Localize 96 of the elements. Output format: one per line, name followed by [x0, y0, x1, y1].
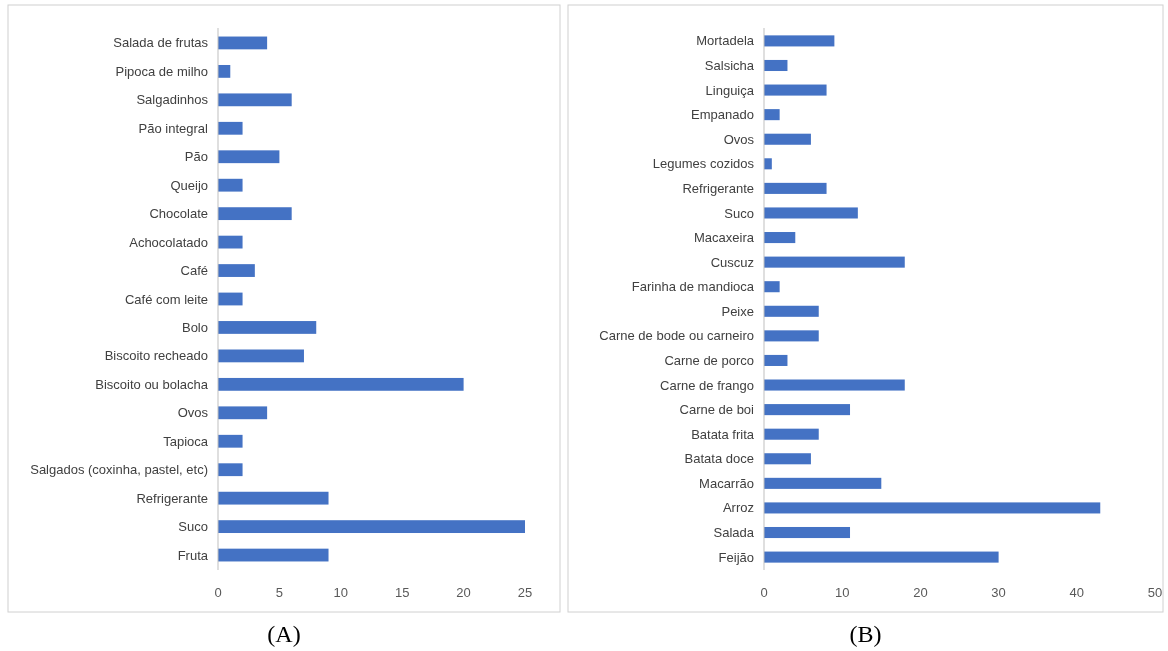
bar [218, 520, 525, 534]
y-tick-label: Bolo [181, 320, 208, 335]
bar [764, 109, 780, 121]
y-tick-label: Macaxeira [694, 230, 755, 246]
x-tick-label: 15 [394, 585, 410, 600]
bar [764, 330, 819, 342]
y-tick-label: Feijão [718, 549, 754, 565]
bar [764, 354, 788, 366]
x-tick-label: 0 [760, 585, 768, 600]
y-tick-label: Salsicha [704, 58, 755, 74]
x-tick-label: 10 [333, 585, 349, 600]
y-tick-label: Café com leite [124, 291, 208, 307]
bar [218, 377, 464, 391]
y-tick-label: Mortadela [696, 33, 755, 49]
bar [218, 150, 280, 164]
y-tick-label: Salgados (coxinha, pastel, etc) [30, 462, 208, 478]
y-tick-label: Salada de frutas [113, 35, 209, 51]
y-tick-label: Biscoito ou bolacha [95, 376, 209, 392]
bar [764, 158, 772, 170]
bar [218, 235, 243, 249]
bar [218, 463, 243, 477]
y-tick-label: Carne de boi [679, 402, 755, 418]
bar [764, 379, 905, 391]
bar [764, 59, 788, 72]
y-tick-label: Ovos [723, 131, 755, 147]
y-tick-label: Pipoca de milho [115, 63, 208, 79]
y-tick-label: Farinha de mandioca [631, 279, 755, 295]
y-tick-label: Salada [713, 525, 755, 541]
bar [764, 477, 882, 489]
bar [764, 84, 827, 96]
y-tick-label: Tapioca [163, 433, 209, 449]
y-tick-label: Ovos [177, 405, 209, 421]
y-tick-label: Pão [184, 149, 208, 165]
y-tick-label: Peixe [721, 303, 754, 319]
y-tick-label: Salgadinhos [136, 92, 209, 108]
y-tick-label: Refrigerante [682, 180, 754, 196]
bar [218, 321, 317, 334]
x-tick-label: 50 [1147, 585, 1163, 600]
bar [764, 404, 851, 416]
y-tick-label: Chocolate [149, 206, 208, 222]
bar [218, 548, 329, 562]
bar [764, 281, 780, 293]
y-tick-label: Fruta [177, 547, 209, 563]
x-tick-label: 0 [214, 585, 222, 600]
y-tick-label: Carne de porco [664, 353, 754, 368]
bar [764, 502, 1101, 514]
bar [218, 434, 243, 448]
y-tick-label: Suco [178, 519, 208, 535]
y-tick-label: Pão integral [138, 120, 209, 136]
bar [218, 178, 243, 192]
y-tick-label: Refrigerante [136, 490, 208, 506]
bar [764, 551, 999, 563]
bar [218, 292, 243, 306]
bar [764, 305, 819, 317]
bar [764, 526, 851, 539]
y-tick-label: Empanado [691, 107, 754, 123]
bar [218, 491, 329, 505]
y-tick-label: Café [180, 263, 208, 279]
bar [218, 93, 292, 107]
bar [218, 64, 231, 78]
y-tick-label: Arroz [722, 500, 754, 516]
y-tick-label: Achocolatado [129, 234, 208, 250]
y-tick-label: Carne de bode ou carneiro [599, 328, 754, 344]
text: (B) [849, 621, 882, 647]
y-tick-label: Carne de frango [660, 377, 754, 393]
bar [218, 349, 304, 363]
y-tick-label: Linguiça [705, 82, 755, 98]
y-tick-label: Batata doce [684, 451, 754, 467]
x-tick-label: 40 [1069, 585, 1085, 600]
bar [764, 133, 811, 145]
y-tick-label: Cuscuz [710, 254, 754, 270]
bar [764, 428, 819, 440]
x-tick-label: 5 [275, 585, 284, 600]
bar [764, 182, 827, 194]
bar [218, 406, 268, 420]
bar [218, 121, 243, 135]
y-tick-label: Biscoito recheado [104, 348, 208, 364]
bar [764, 256, 905, 268]
bar [764, 207, 858, 219]
text: (A) [267, 621, 301, 647]
bar [218, 36, 268, 50]
y-tick-label: Queijo [170, 177, 208, 193]
bar [764, 232, 796, 244]
x-tick-label: 10 [834, 585, 850, 600]
y-tick-label: Suco [724, 205, 754, 221]
y-tick-label: Legumes cozidos [652, 156, 755, 172]
x-tick-label: 20 [456, 585, 471, 600]
bar [218, 264, 255, 277]
x-tick-label: 20 [913, 585, 928, 600]
y-tick-label: Batata frita [691, 426, 755, 442]
bar [764, 35, 835, 47]
x-tick-label: 30 [991, 585, 1006, 600]
y-tick-label: Macarrão [699, 475, 754, 491]
bar [218, 207, 292, 221]
bar [764, 453, 811, 465]
x-tick-label: 25 [517, 585, 533, 600]
